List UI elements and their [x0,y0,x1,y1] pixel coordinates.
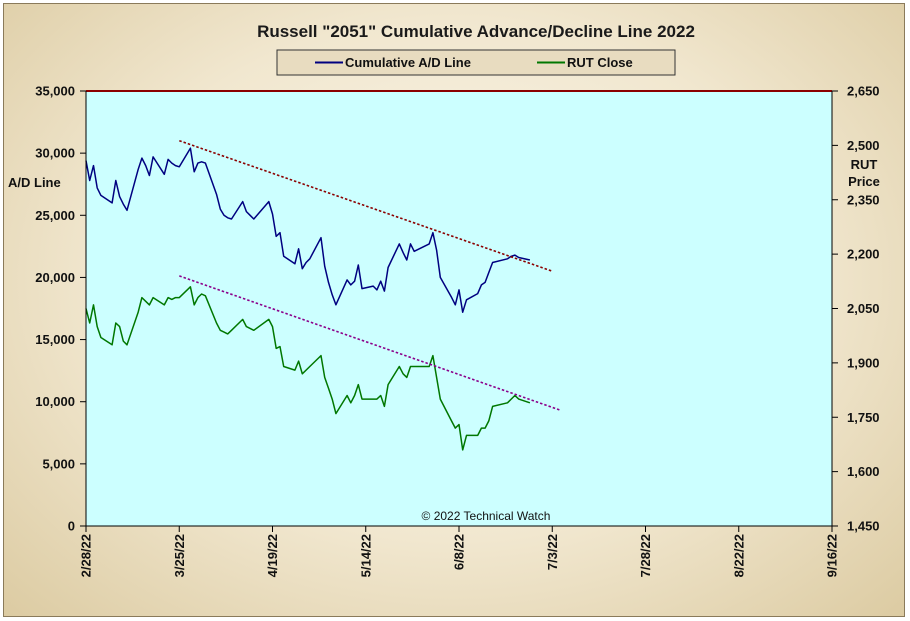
left-tick-label: 25,000 [35,208,75,223]
right-tick-label: 1,900 [847,355,880,370]
left-tick-label: 5,000 [42,456,75,471]
chart-canvas: Russell "2051" Cumulative Advance/Declin… [8,22,880,578]
x-tick-label: 3/25/22 [172,534,187,577]
right-axis-label-line2: Price [848,174,880,189]
legend-label-rut-close: RUT Close [567,55,633,70]
trendline-2 [179,139,553,272]
x-tick-label: 6/8/22 [452,534,467,570]
left-tick-label: 10,000 [35,394,75,409]
right-tick-label: 2,650 [847,84,880,99]
chart-title: Russell "2051" Cumulative Advance/Declin… [257,22,695,41]
copyright-credit: © 2022 Technical Watch [422,509,551,523]
x-tick-label: 7/3/22 [545,534,560,570]
left-tick-label: 15,000 [35,332,75,347]
legend-box [276,49,676,76]
right-axis-label-line1: RUT [851,157,878,172]
legend: Cumulative A/D Line RUT Close [276,49,676,76]
series-lines [85,139,560,451]
right-tick-label: 1,750 [847,410,880,425]
legend-label-ad-line: Cumulative A/D Line [345,55,471,70]
left-tick-label: 35,000 [35,84,75,99]
series-line-0 [85,147,531,313]
left-tick-label: 20,000 [35,270,75,285]
plot-area [86,91,832,526]
axes: 0 5,000 10,000 15,000 20,000 25,000 30,000 35,0… [35,84,879,578]
right-tick-label: 2,350 [847,192,880,207]
x-tick-label: 5/14/22 [358,534,373,577]
x-tick-label: 2/28/22 [79,534,94,577]
x-tick-label: 9/16/22 [825,534,840,577]
right-tick-label: 1,450 [847,519,880,534]
x-tick-label: 4/19/22 [265,534,280,577]
right-tick-label: 2,050 [847,301,880,316]
left-tick-label: 0 [68,519,75,534]
left-axis-label: A/D Line [8,175,61,190]
x-tick-label: 8/22/22 [731,534,746,577]
right-tick-label: 1,600 [847,464,880,479]
right-tick-label: 2,200 [847,247,880,262]
chart-frame: Russell "2051" Cumulative Advance/Declin… [3,3,905,617]
left-tick-label: 30,000 [35,146,75,161]
x-tick-label: 7/28/22 [638,534,653,577]
series-line-1 [85,286,531,451]
right-tick-label: 2,500 [847,138,880,153]
